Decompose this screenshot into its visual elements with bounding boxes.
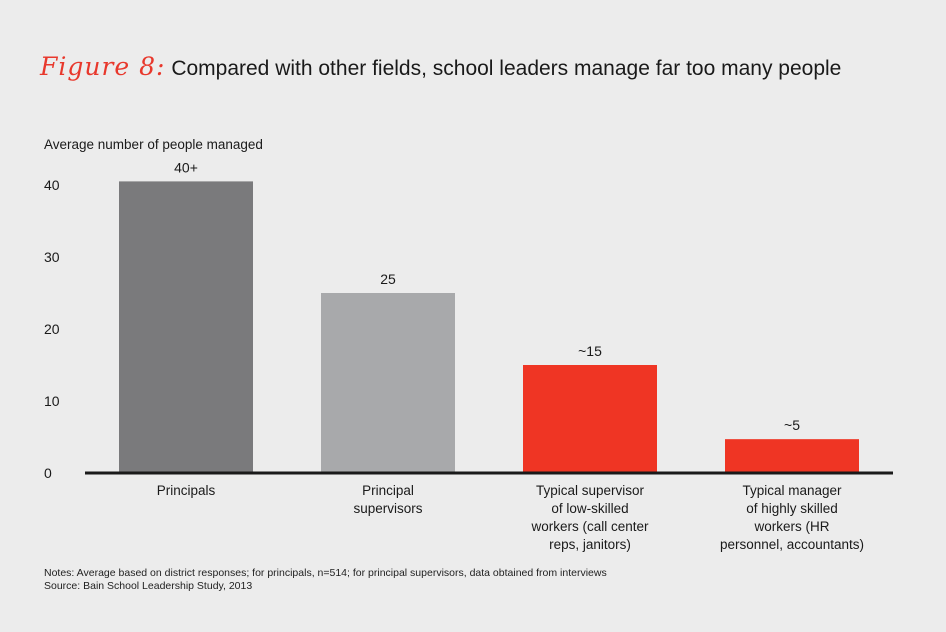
y-tick-label: 30 [44,249,60,265]
y-axis-label: Average number of people managed [44,137,263,152]
chart-title: Figure 8: Compared with other fields, sc… [40,52,841,81]
x-tick-label: Typical supervisor of low-skilled workers … [530,483,649,552]
y-tick-label: 20 [44,321,60,337]
bar [725,439,859,473]
bar-chart: Average number of people managed 0 10 20 30 4… [44,137,893,552]
y-tick-label: 10 [44,393,60,409]
x-tick-label: Principals [157,483,216,498]
bar [119,181,253,473]
figure-label: Figure 8: [40,52,166,81]
data-label: ~5 [784,417,800,433]
y-tick-label: 0 [44,465,52,481]
bar [321,293,455,473]
data-label: ~15 [578,343,602,359]
notes-line: Notes: Average based on district respons… [44,567,607,579]
source-line: Source: Bain School Leadership Study, 20… [44,580,253,592]
y-tick-label: 40 [44,177,60,193]
x-tick-label: Principal supervisors [353,483,422,516]
data-label: 25 [380,271,396,287]
notes: Notes: Average based on district respons… [44,567,607,593]
title-text: Compared with other fields, school leade… [171,57,842,80]
x-tick-label: Typical manager of highly skilled workers … [720,483,864,552]
bar [523,365,657,473]
data-label: 40+ [174,159,198,175]
